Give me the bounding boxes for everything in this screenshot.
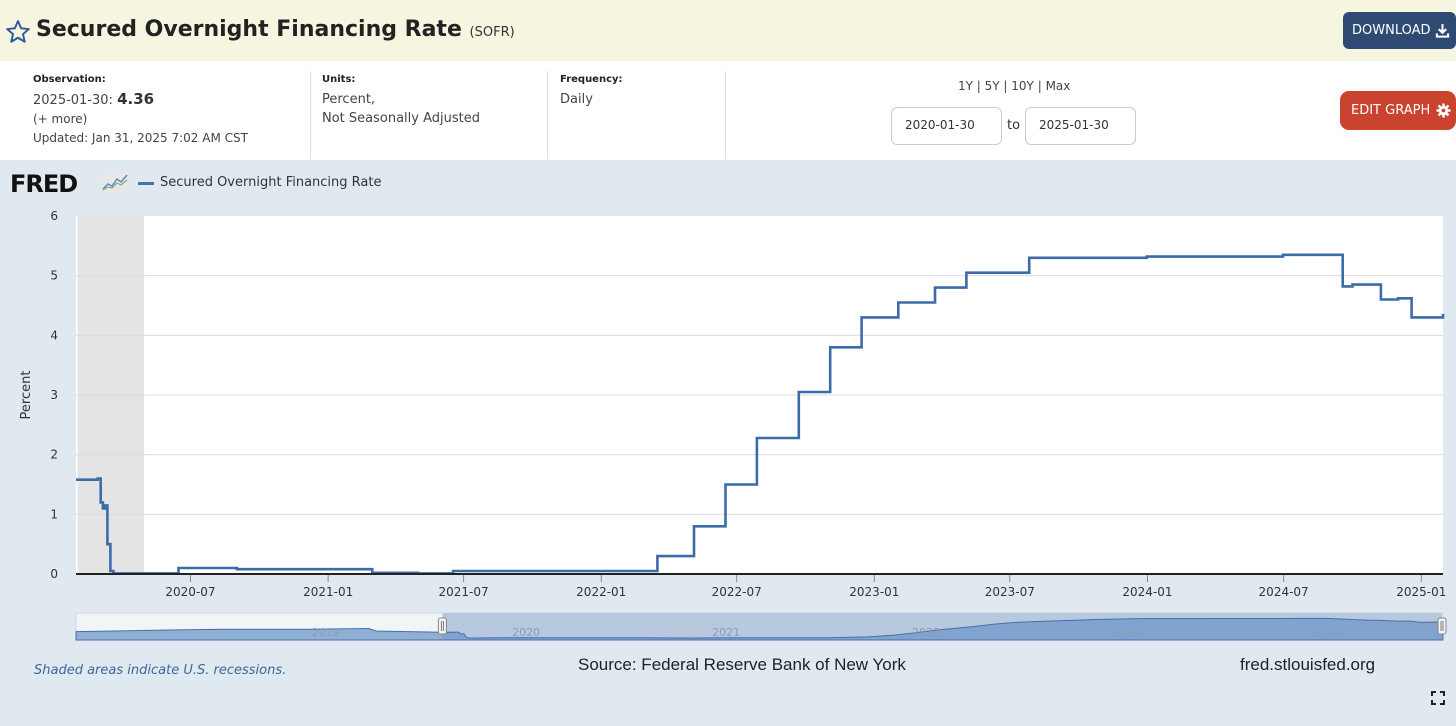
x-tick-label: 2021-07	[439, 585, 489, 599]
x-tick-label: 2024-01	[1122, 585, 1172, 599]
series-meta-panel: Observation: 2025-01-30: 4.36 (+ more) U…	[0, 61, 1456, 160]
observation-block: Observation: 2025-01-30: 4.36 (+ more) U…	[33, 73, 248, 148]
page-title: Secured Overnight Financing Rate (SOFR)	[36, 17, 515, 42]
navigator-year-label: 2019	[312, 626, 340, 639]
units-label: Units:	[322, 74, 356, 85]
download-label: DOWNLOAD	[1352, 23, 1431, 38]
star-favorite-icon[interactable]	[5, 19, 31, 45]
fullscreen-icon[interactable]	[1431, 691, 1445, 705]
range-sep: |	[999, 79, 1012, 93]
observation-label: Observation:	[33, 74, 106, 85]
x-tick-label: 2023-07	[985, 585, 1035, 599]
fred-graph-icon	[102, 172, 128, 192]
legend-label: Secured Overnight Financing Rate	[160, 175, 382, 190]
updated-timestamp: Updated: Jan 31, 2025 7:02 AM CST	[33, 131, 248, 145]
frequency-value: Daily	[560, 92, 593, 107]
range-sep: |	[1033, 79, 1046, 93]
navigator-year-label: 2024	[1312, 626, 1340, 639]
legend-swatch	[138, 182, 154, 185]
y-tick-label: 6	[50, 209, 58, 223]
range-max[interactable]: Max	[1045, 79, 1071, 93]
download-button[interactable]: DOWNLOAD	[1343, 12, 1456, 49]
download-icon	[1435, 23, 1449, 38]
gear-icon	[1436, 103, 1451, 118]
more-observations-link[interactable]: (+ more)	[33, 112, 88, 126]
y-tick-label: 1	[50, 507, 58, 521]
y-tick-label: 2	[50, 448, 58, 462]
edit-graph-label: EDIT GRAPH	[1351, 103, 1431, 118]
range-selector: 1Y | 5Y | 10Y | Max	[958, 79, 1070, 93]
y-tick-label: 0	[50, 567, 58, 581]
y-axis-title: Percent	[19, 371, 34, 420]
range-5y[interactable]: 5Y	[984, 79, 1000, 93]
range-sep: |	[972, 79, 985, 93]
observation-date: 2025-01-30:	[33, 93, 113, 108]
fred-url[interactable]: fred.stlouisfed.org	[1240, 655, 1376, 674]
x-tick-label: 2025-01	[1396, 585, 1446, 599]
divider	[725, 71, 726, 159]
frequency-block: Frequency: Daily	[560, 73, 623, 109]
x-tick-label: 2021-01	[303, 585, 353, 599]
units-line-1: Percent,	[322, 92, 376, 107]
y-tick-label: 3	[50, 388, 58, 402]
to-label: to	[1007, 118, 1021, 133]
series-line	[76, 253, 1445, 575]
y-tick-label: 5	[50, 269, 58, 283]
x-tick-label: 2020-07	[165, 585, 215, 599]
edit-graph-button[interactable]: EDIT GRAPH	[1340, 91, 1456, 130]
source-text: Source: Federal Reserve Bank of New York	[578, 655, 906, 674]
x-tick-label: 2022-01	[576, 585, 626, 599]
line-chart: 0 1 2 3 4 5 6 Percent 2020-07 2021-01 2021-07 2022-…	[19, 209, 1447, 641]
navigator-handle[interactable]	[1437, 617, 1447, 635]
series-title: Secured Overnight Financing Rate	[36, 17, 462, 42]
navigator-year-label: 2020	[512, 626, 540, 639]
x-tick-label: 2023-01	[849, 585, 899, 599]
title-bar: Secured Overnight Financing Rate (SOFR) …	[0, 0, 1456, 61]
recession-note: Shaded areas indicate U.S. recessions.	[34, 663, 287, 678]
x-tick-label: 2022-07	[712, 585, 762, 599]
navigator-year-label: 2021	[712, 626, 740, 639]
frequency-label: Frequency:	[560, 74, 623, 85]
y-tick-label: 4	[50, 328, 58, 342]
navigator-handle[interactable]	[437, 617, 447, 635]
navigator-year-label: 2022	[912, 626, 940, 639]
units-block: Units: Percent, Not Seasonally Adjusted	[322, 73, 480, 128]
range-1y[interactable]: 1Y	[958, 79, 973, 93]
divider	[547, 71, 548, 159]
range-10y[interactable]: 10Y	[1011, 79, 1034, 93]
fred-logo: FRED	[10, 170, 78, 198]
navigator-year-label: 2023	[1112, 626, 1140, 639]
observation-value: 4.36	[117, 90, 155, 108]
series-id: (SOFR)	[469, 25, 515, 40]
x-tick-label: 2024-07	[1259, 585, 1309, 599]
start-date-input[interactable]: 2020-01-30	[891, 107, 1002, 145]
units-line-2: Not Seasonally Adjusted	[322, 111, 480, 126]
divider	[310, 71, 311, 159]
end-date-input[interactable]: 2025-01-30	[1025, 107, 1136, 145]
